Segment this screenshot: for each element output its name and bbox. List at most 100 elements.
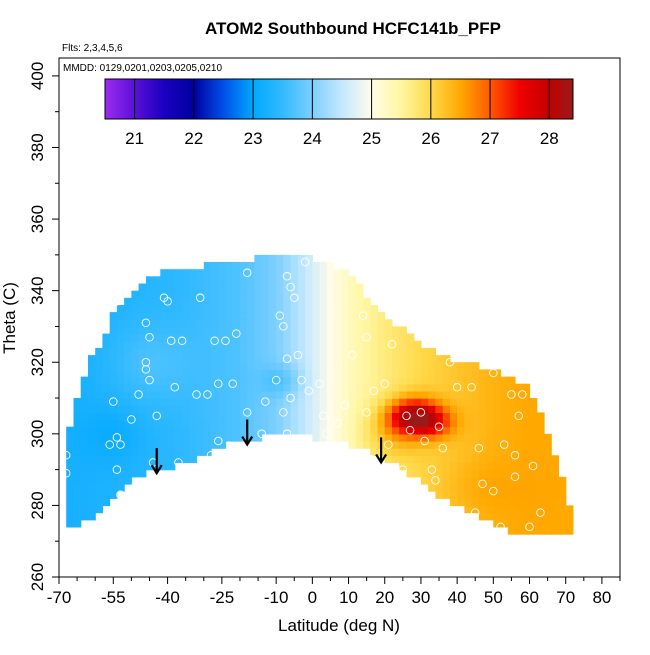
field-cell	[478, 512, 487, 521]
field-cell	[326, 312, 335, 320]
field-cell	[124, 441, 132, 449]
field-cell	[406, 355, 415, 363]
field-cell	[211, 398, 219, 406]
sample-point	[420, 436, 429, 446]
field-cell	[102, 498, 111, 507]
field-cell	[240, 347, 248, 356]
field-cell	[160, 340, 169, 349]
field-cell	[355, 426, 364, 435]
field-cell	[420, 376, 429, 385]
field-cell	[507, 455, 516, 464]
field-cell	[80, 476, 89, 485]
field-cell	[203, 326, 212, 335]
field-cell	[544, 462, 552, 471]
sample-point	[387, 340, 397, 349]
field-cell	[80, 505, 89, 514]
field-cell	[486, 426, 494, 435]
field-cell	[102, 433, 111, 442]
field-cell	[109, 469, 118, 478]
field-cell	[515, 433, 523, 442]
field-cell	[348, 376, 357, 385]
field-cell	[189, 340, 198, 349]
field-cell	[95, 498, 103, 507]
field-cell	[218, 269, 227, 277]
field-cell	[355, 340, 364, 349]
sample-point	[452, 383, 462, 392]
field-cell	[145, 376, 154, 385]
field-cell	[283, 333, 292, 342]
field-cell	[515, 498, 523, 507]
sample-point	[340, 400, 350, 410]
field-cell	[102, 362, 111, 370]
field-cell	[500, 455, 509, 464]
field-cell	[153, 333, 161, 342]
field-cell	[261, 297, 270, 306]
field-cell	[268, 276, 277, 285]
field-cell	[167, 455, 176, 464]
field-cell	[153, 312, 161, 320]
field-cell	[145, 326, 154, 335]
field-cell	[312, 376, 321, 385]
field-cell	[73, 441, 82, 449]
field-cell	[283, 383, 292, 392]
field-cell	[384, 376, 393, 385]
field-cell	[464, 476, 473, 485]
field-cell	[268, 383, 277, 392]
field-cell	[80, 455, 89, 464]
field-cell	[449, 412, 458, 421]
field-cell	[124, 340, 132, 349]
field-cell	[312, 362, 321, 370]
field-cell	[334, 412, 342, 421]
field-cell	[268, 290, 277, 299]
field-cell	[486, 491, 494, 499]
field-cell	[319, 383, 328, 392]
field-cell	[297, 398, 306, 406]
field-cell	[478, 469, 487, 478]
field-cell	[203, 269, 212, 277]
field-cell	[276, 297, 284, 306]
field-cell	[529, 483, 538, 492]
field-cell	[348, 283, 357, 292]
field-cell	[102, 376, 111, 385]
field-cell	[334, 283, 342, 292]
field-cell	[182, 390, 190, 399]
field-cell	[464, 412, 473, 421]
field-cell	[377, 405, 386, 413]
field-cell	[240, 290, 248, 299]
field-cell	[493, 512, 502, 521]
field-cell	[305, 326, 313, 335]
field-cell	[109, 491, 118, 499]
field-cell	[203, 333, 212, 342]
sample-point	[214, 379, 223, 388]
field-cell	[138, 355, 147, 363]
field-cell	[276, 254, 284, 263]
field-cell	[116, 376, 125, 385]
field-cell	[341, 347, 350, 356]
field-cell	[558, 491, 567, 499]
field-cell	[428, 455, 436, 464]
sample-point	[257, 429, 266, 439]
field-cell	[189, 276, 198, 285]
field-cell	[138, 333, 147, 342]
field-cell	[116, 355, 125, 363]
field-cell	[406, 405, 415, 413]
field-cell	[334, 362, 342, 370]
field-cell	[348, 305, 357, 313]
field-cell	[507, 491, 516, 499]
field-cell	[399, 390, 407, 399]
field-cell	[471, 476, 480, 485]
field-cell	[297, 276, 306, 285]
field-cell	[370, 305, 379, 313]
field-cell	[196, 419, 205, 428]
field-cell	[225, 355, 234, 363]
field-cell	[363, 405, 371, 413]
field-cell	[254, 319, 263, 328]
field-cell	[66, 491, 74, 499]
field-cell	[493, 519, 502, 528]
field-cell	[529, 441, 538, 449]
sample-point	[141, 318, 151, 328]
field-cell	[116, 312, 125, 320]
field-cell	[160, 283, 169, 292]
field-cell	[218, 398, 227, 406]
field-cell	[442, 469, 451, 478]
